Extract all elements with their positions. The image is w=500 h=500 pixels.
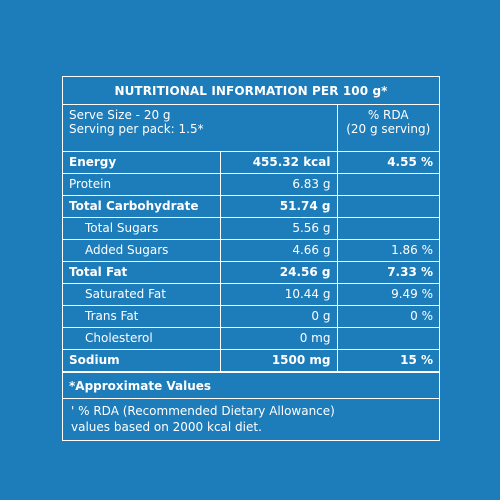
- nutrient-rda: 9.49 %: [336, 283, 439, 306]
- approx-values-note: *Approximate Values: [63, 372, 439, 398]
- nutrient-name: Sodium: [63, 349, 221, 372]
- nutrient-name: Total Fat: [63, 261, 221, 284]
- rda-footnote-line1: ' % RDA (Recommended Dietary Allowance): [71, 404, 335, 418]
- nutrient-value: 4.66 g: [219, 239, 338, 262]
- nutrient-name: Cholesterol: [63, 327, 221, 350]
- nutrition-table: Serve Size - 20 g Serving per pack: 1.5*…: [63, 105, 439, 372]
- nutrient-name: Trans Fat: [63, 305, 221, 328]
- nutrient-value: 51.74 g: [219, 195, 338, 218]
- nutrient-rda: [336, 327, 439, 350]
- table-row-trans-fat: Trans Fat 0 g 0 %: [63, 305, 439, 328]
- nutrient-rda: [336, 195, 439, 218]
- table-row-protein: Protein 6.83 g: [63, 173, 439, 196]
- nutrient-value: 1500 mg: [219, 349, 338, 372]
- nutrient-rda: [336, 217, 439, 240]
- nutrient-value: 10.44 g: [219, 283, 338, 306]
- table-row-saturated-fat: Saturated Fat 10.44 g 9.49 %: [63, 283, 439, 306]
- nutrient-rda: 7.33 %: [336, 261, 439, 284]
- nutrient-name: Total Sugars: [63, 217, 221, 240]
- table-row-total-fat: Total Fat 24.56 g 7.33 %: [63, 261, 439, 284]
- nutrition-panel: NUTRITIONAL INFORMATION PER 100 g* Serve…: [62, 76, 440, 442]
- nutrient-rda: [336, 173, 439, 196]
- nutrient-value: 0 mg: [219, 327, 338, 350]
- nutrient-value: 455.32 kcal: [219, 151, 338, 174]
- rda-footnote: ' % RDA (Recommended Dietary Allowance) …: [63, 398, 439, 440]
- nutrient-value: 0 g: [219, 305, 338, 328]
- nutrient-value: 5.56 g: [219, 217, 338, 240]
- rda-footnote-line2: values based on 2000 kcal diet.: [71, 420, 262, 435]
- nutrient-name: Protein: [63, 173, 221, 196]
- nutrient-name: Added Sugars: [63, 239, 221, 262]
- table-row-total-sugars: Total Sugars 5.56 g: [63, 217, 439, 240]
- serve-size: Serve Size - 20 g: [69, 108, 171, 122]
- panel-title: NUTRITIONAL INFORMATION PER 100 g*: [63, 77, 439, 105]
- nutrient-rda: 15 %: [336, 349, 439, 372]
- serving-row: Serve Size - 20 g Serving per pack: 1.5*…: [63, 105, 439, 152]
- serving-info: Serve Size - 20 g Serving per pack: 1.5*: [63, 105, 338, 152]
- nutrient-name: Energy: [63, 151, 221, 174]
- nutrient-name: Saturated Fat: [63, 283, 221, 306]
- table-row-sodium: Sodium 1500 mg 15 %: [63, 349, 439, 372]
- nutrient-value: 24.56 g: [219, 261, 338, 284]
- nutrient-rda: 4.55 %: [336, 151, 439, 174]
- rda-label: % RDA: [367, 108, 409, 122]
- table-row-energy: Energy 455.32 kcal 4.55 %: [63, 151, 439, 174]
- nutrient-rda: 0 %: [336, 305, 439, 328]
- rda-basis: (20 g serving): [346, 121, 431, 136]
- table-row-added-sugars: Added Sugars 4.66 g 1.86 %: [63, 239, 439, 262]
- table-row-cholesterol: Cholesterol 0 mg: [63, 327, 439, 350]
- nutrient-rda: 1.86 %: [336, 239, 439, 262]
- nutrient-name: Total Carbohydrate: [63, 195, 221, 218]
- nutrient-value: 6.83 g: [219, 173, 338, 196]
- rda-header: % RDA (20 g serving): [336, 105, 439, 152]
- serving-per-pack: Serving per pack: 1.5*: [69, 121, 204, 136]
- table-row-total-carbohydrate: Total Carbohydrate 51.74 g: [63, 195, 439, 218]
